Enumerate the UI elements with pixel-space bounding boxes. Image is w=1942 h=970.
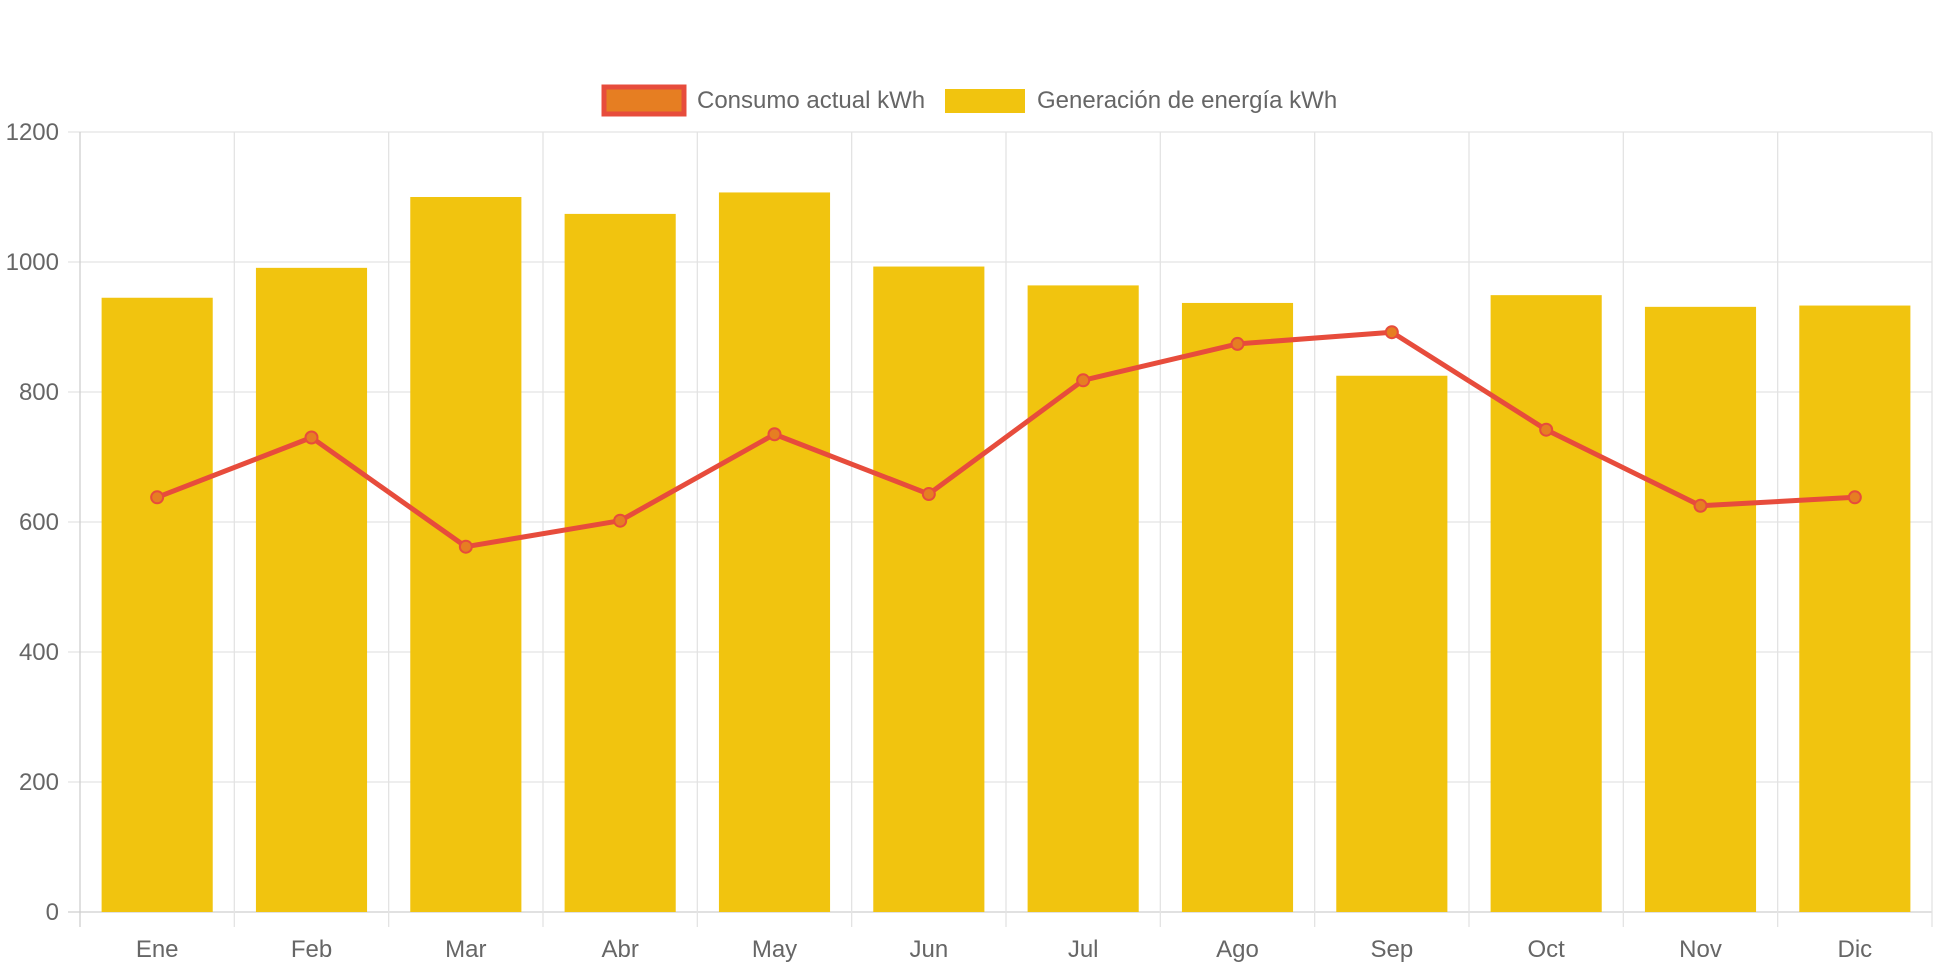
- bar[interactable]: [1799, 305, 1911, 912]
- legend-label-consumo: Consumo actual kWh: [697, 87, 925, 114]
- y-tick-label: 400: [19, 639, 59, 666]
- bar[interactable]: [1644, 306, 1757, 913]
- x-tick-label: Sep: [1370, 936, 1413, 963]
- line-point[interactable]: [1230, 336, 1245, 351]
- x-tick-label: Feb: [291, 936, 332, 963]
- line-point[interactable]: [1384, 325, 1399, 340]
- line-series: [150, 325, 1862, 554]
- x-tick-label: Mar: [445, 936, 486, 963]
- bar[interactable]: [1181, 302, 1294, 912]
- legend: Consumo actual kWh Generación de energía…: [601, 84, 1337, 117]
- bar[interactable]: [718, 192, 831, 912]
- x-tick-label: Nov: [1679, 936, 1722, 963]
- line-point[interactable]: [613, 513, 628, 528]
- line-point[interactable]: [458, 539, 473, 554]
- legend-label-generacion: Generación de energía kWh: [1037, 87, 1337, 114]
- line-point[interactable]: [1847, 490, 1862, 505]
- y-tick-label: 1200: [6, 119, 59, 146]
- x-tick-label: Ago: [1216, 936, 1259, 963]
- grid: [68, 131, 1933, 927]
- line-point[interactable]: [150, 490, 165, 505]
- bar[interactable]: [1490, 295, 1602, 912]
- y-tick-label: 600: [19, 509, 59, 536]
- legend-swatch-consumo: [601, 84, 687, 117]
- y-tick-label: 0: [46, 899, 59, 926]
- legend-swatch-generacion: [945, 89, 1025, 113]
- y-tick-label: 200: [19, 769, 59, 796]
- y-tick-label: 1000: [6, 249, 59, 276]
- legend-item-generacion[interactable]: Generación de energía kWh: [945, 87, 1337, 114]
- x-tick-label: Oct: [1527, 936, 1565, 963]
- bar[interactable]: [255, 267, 368, 913]
- x-tick-label: Ene: [136, 936, 179, 963]
- line-point[interactable]: [304, 430, 319, 445]
- x-tick-label: Abr: [601, 936, 638, 963]
- line-point[interactable]: [1076, 373, 1091, 388]
- legend-item-consumo[interactable]: Consumo actual kWh: [601, 84, 925, 117]
- bar-series: [101, 192, 1911, 913]
- axes: 0 200 400 600 800 1000 1200 Ene Feb Mar Abr May Jun J…: [6, 119, 1873, 963]
- x-tick-label: Jun: [909, 936, 948, 963]
- bar[interactable]: [873, 266, 985, 912]
- bar[interactable]: [410, 197, 522, 912]
- x-tick-label: May: [752, 936, 797, 963]
- line-point[interactable]: [1539, 422, 1554, 437]
- series-line: [154, 329, 1858, 550]
- x-tick-label: Dic: [1837, 936, 1872, 963]
- line-point[interactable]: [921, 487, 936, 502]
- bar[interactable]: [101, 297, 213, 912]
- bar[interactable]: [564, 213, 676, 912]
- bar[interactable]: [1336, 375, 1448, 912]
- line-point[interactable]: [1693, 498, 1708, 513]
- x-tick-label: Jul: [1068, 936, 1099, 963]
- line-point[interactable]: [767, 427, 782, 442]
- y-tick-label: 800: [19, 379, 59, 406]
- bar[interactable]: [1027, 285, 1139, 912]
